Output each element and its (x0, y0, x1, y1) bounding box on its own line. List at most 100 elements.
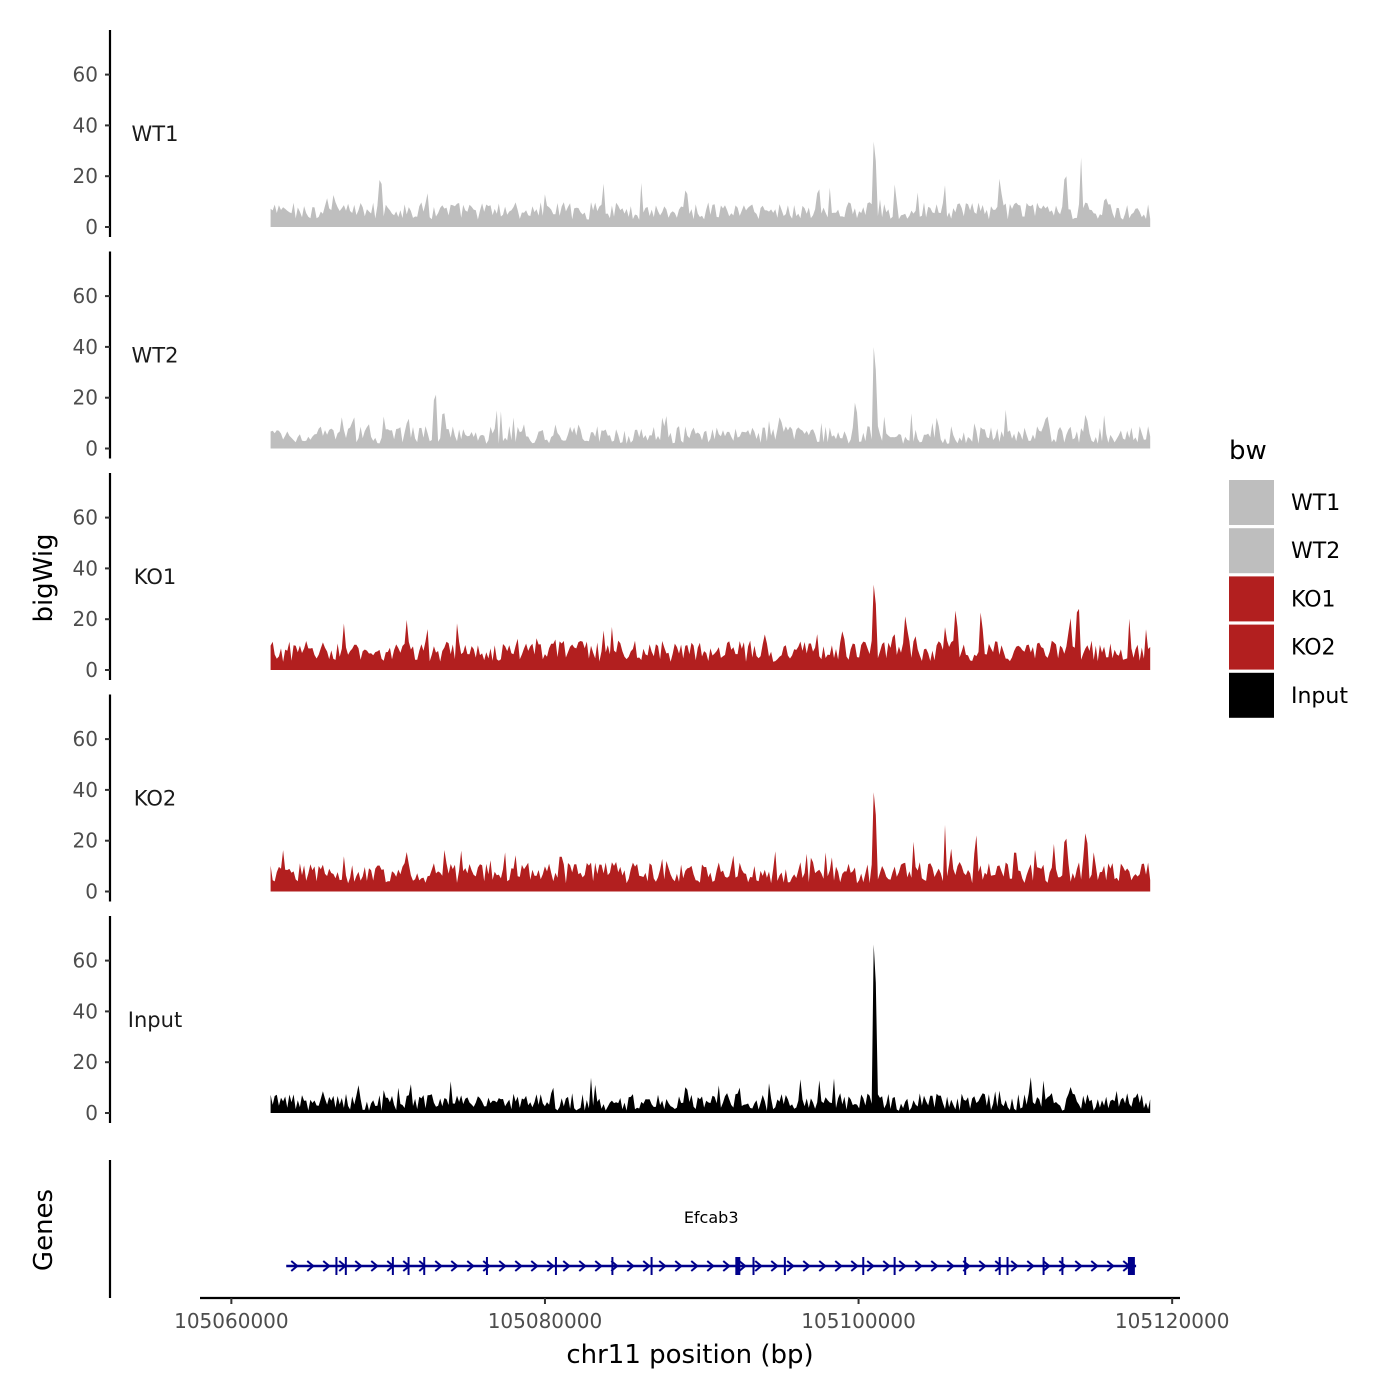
strand-chevron (850, 1260, 859, 1272)
x-tick-label: 105100000 (801, 1309, 916, 1333)
exon (344, 1257, 347, 1275)
signal-area-wt2 (270, 347, 1151, 449)
y-tick-label: 20 (73, 164, 98, 188)
exon (1042, 1257, 1045, 1275)
legend-label-ko1: KO1 (1291, 587, 1336, 612)
strand-chevron (738, 1260, 747, 1272)
strand-chevron (594, 1260, 603, 1272)
strand-chevron (1026, 1260, 1035, 1272)
exon (391, 1257, 394, 1275)
legend-title: bw (1229, 436, 1267, 466)
track-label: Input (128, 1008, 182, 1032)
exon (554, 1257, 557, 1275)
strand-chevron (786, 1260, 795, 1272)
strand-chevron (434, 1260, 443, 1272)
y-tick-label: 0 (85, 437, 98, 461)
track-ko1: 0 20 40 60 KO1 (73, 473, 1151, 682)
track-label: KO2 (134, 787, 177, 811)
bigwig-tracks: 0 20 40 60 WT1 0 20 40 60 WT2 0 20 40 60 KO1 0 20 40 60 KO2… (73, 30, 1151, 1125)
y-tick-label: 20 (73, 1050, 98, 1074)
strand-chevron (866, 1260, 875, 1272)
track-label: WT2 (132, 344, 179, 368)
legend-key-wt2 (1229, 528, 1274, 574)
strand-chevron (466, 1260, 475, 1272)
exon (893, 1257, 896, 1275)
exon (1006, 1257, 1009, 1275)
y-tick-label: 0 (85, 215, 98, 239)
strand-chevron (930, 1260, 939, 1272)
strand-chevron (722, 1260, 731, 1272)
strand-chevron (674, 1260, 683, 1272)
exon (862, 1257, 865, 1275)
legend-label-wt2: WT2 (1291, 539, 1340, 564)
y-tick-label: 40 (73, 778, 98, 802)
strand-chevron (914, 1260, 923, 1272)
strand-chevron (306, 1260, 315, 1272)
strand-chevron (978, 1260, 987, 1272)
strand-chevron (754, 1260, 763, 1272)
gene-label: Efcab3 (684, 1208, 739, 1227)
strand-chevron (1074, 1260, 1083, 1272)
track-ko2: 0 20 40 60 KO2 (73, 694, 1151, 904)
strand-chevron (482, 1260, 491, 1272)
strand-chevron (1010, 1260, 1019, 1272)
y-tick-label: 20 (73, 607, 98, 631)
y-tick-label: 0 (85, 658, 98, 682)
x-axis-title: chr11 position (bp) (566, 1340, 813, 1370)
strand-chevron (690, 1260, 699, 1272)
strand-chevron (562, 1260, 571, 1272)
exon (423, 1257, 426, 1275)
y-tick-label: 60 (73, 727, 98, 751)
strand-chevron (658, 1260, 667, 1272)
legend-label-ko2: KO2 (1291, 636, 1336, 661)
y-tick-label: 40 (73, 335, 98, 359)
signal-area-ko2 (270, 792, 1151, 892)
x-axis: 105060000 105080000 105100000 105120000 (174, 1296, 1230, 1333)
strand-chevron (994, 1260, 1003, 1272)
y-tick-label: 20 (73, 386, 98, 410)
strand-chevron (1106, 1260, 1115, 1272)
genes-panel: Efcab3 (108, 1160, 1137, 1298)
strand-chevron (946, 1260, 955, 1272)
strand-chevron (642, 1260, 651, 1272)
y-tick-label: 0 (85, 1101, 98, 1125)
exon (485, 1257, 488, 1275)
y-tick-label: 0 (85, 880, 98, 904)
exon (998, 1257, 1001, 1275)
track-label: WT1 (132, 122, 179, 146)
strand-chevron (530, 1260, 539, 1272)
strand-chevron (626, 1260, 635, 1272)
legend-label-input: Input (1291, 684, 1348, 709)
y-tick-label: 60 (73, 284, 98, 308)
track-input: 0 20 40 60 Input (73, 916, 1151, 1125)
strand-chevron (1058, 1260, 1067, 1272)
strand-chevron (802, 1260, 811, 1272)
legend-key-wt1 (1229, 480, 1274, 525)
exon (650, 1257, 653, 1275)
x-tick-label: 105120000 (1115, 1309, 1230, 1333)
strand-chevron (898, 1260, 907, 1272)
strand-chevron (290, 1260, 299, 1272)
strand-chevron (450, 1260, 459, 1272)
track-label: KO1 (134, 565, 177, 589)
strand-chevron (354, 1260, 363, 1272)
y-tick-label: 60 (73, 63, 98, 87)
strand-chevron (370, 1260, 379, 1272)
y-tick-label: 40 (73, 999, 98, 1023)
track-wt2: 0 20 40 60 WT2 (73, 251, 1151, 461)
strand-chevron (1042, 1260, 1051, 1272)
y-tick-label: 20 (73, 829, 98, 853)
exon (1127, 1257, 1135, 1275)
strand-chevron (770, 1260, 779, 1272)
x-tick-label: 105080000 (488, 1309, 603, 1333)
y-tick-label: 60 (73, 949, 98, 973)
legend-key-ko2 (1229, 624, 1274, 670)
exon (735, 1257, 741, 1275)
strand-chevron (546, 1260, 555, 1272)
exon (611, 1257, 614, 1275)
strand-chevron (818, 1260, 827, 1272)
legend: bw WT1 WT2 KO1 KO2 Input (1229, 436, 1348, 718)
exon (335, 1257, 338, 1275)
signal-area-wt1 (270, 141, 1151, 227)
